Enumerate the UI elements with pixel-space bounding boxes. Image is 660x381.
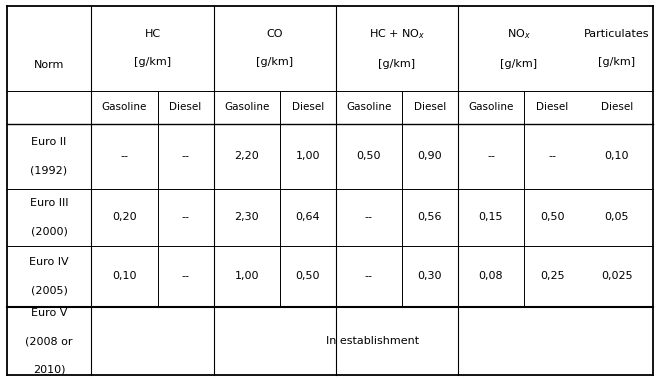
Text: --: --	[182, 212, 189, 222]
Text: Gasoline: Gasoline	[346, 102, 391, 112]
Text: 0,50: 0,50	[356, 151, 381, 161]
Text: --: --	[182, 151, 189, 161]
Text: 0,25: 0,25	[540, 271, 564, 282]
Text: Euro II

(1992): Euro II (1992)	[30, 137, 67, 175]
Text: In establishment: In establishment	[326, 336, 419, 346]
Text: --: --	[365, 212, 373, 222]
Text: 1,00: 1,00	[234, 271, 259, 282]
Text: Diesel: Diesel	[536, 102, 568, 112]
Text: 0,50: 0,50	[540, 212, 564, 222]
Text: Gasoline: Gasoline	[224, 102, 269, 112]
Text: Diesel: Diesel	[601, 102, 633, 112]
Text: --: --	[121, 151, 129, 161]
Text: HC + NO$_x$

[g/km]: HC + NO$_x$ [g/km]	[369, 27, 425, 69]
Text: 1,00: 1,00	[296, 151, 320, 161]
Text: HC

[g/km]: HC [g/km]	[134, 29, 171, 67]
Text: Euro IV

(2005): Euro IV (2005)	[29, 258, 69, 295]
Text: Diesel: Diesel	[170, 102, 202, 112]
Text: 0,05: 0,05	[605, 212, 629, 222]
Text: Gasoline: Gasoline	[469, 102, 513, 112]
Text: Diesel: Diesel	[292, 102, 324, 112]
Text: 0,08: 0,08	[478, 271, 504, 282]
Text: 0,15: 0,15	[478, 212, 503, 222]
Text: Norm: Norm	[34, 60, 64, 70]
Text: NO$_x$

[g/km]: NO$_x$ [g/km]	[500, 27, 538, 69]
Text: --: --	[548, 151, 556, 161]
Text: 0,56: 0,56	[418, 212, 442, 222]
Text: 0,20: 0,20	[112, 212, 137, 222]
Text: 0,10: 0,10	[112, 271, 137, 282]
Text: 0,10: 0,10	[605, 151, 629, 161]
Text: --: --	[365, 271, 373, 282]
Text: Diesel: Diesel	[414, 102, 446, 112]
Text: 0,90: 0,90	[418, 151, 442, 161]
Text: Euro V

(2008 or

2010): Euro V (2008 or 2010)	[25, 308, 73, 374]
Text: 2,20: 2,20	[234, 151, 259, 161]
Text: 0,64: 0,64	[296, 212, 320, 222]
Text: 2,30: 2,30	[234, 212, 259, 222]
Text: Euro III

(2000): Euro III (2000)	[30, 198, 68, 236]
Text: --: --	[182, 271, 189, 282]
Text: Particulates

[g/km]: Particulates [g/km]	[584, 29, 649, 67]
Text: CO

[g/km]: CO [g/km]	[256, 29, 293, 67]
Text: --: --	[487, 151, 495, 161]
Text: Gasoline: Gasoline	[102, 102, 147, 112]
Text: 0,30: 0,30	[418, 271, 442, 282]
Text: 0,025: 0,025	[601, 271, 632, 282]
Text: 0,50: 0,50	[296, 271, 320, 282]
